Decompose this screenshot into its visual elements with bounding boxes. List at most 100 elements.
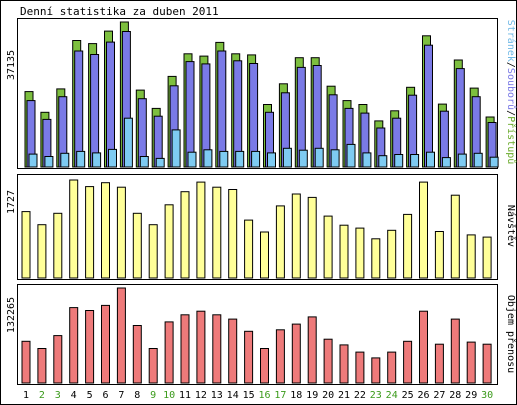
bar-kbytes-day-23 (371, 357, 381, 384)
y-max-kbytes: 132265 (6, 297, 17, 333)
bar-pages-day-16 (267, 152, 276, 168)
bar-kbytes-day-15 (244, 330, 254, 384)
day-label-26: 26 (417, 390, 429, 401)
bar-visits-day-22 (355, 227, 365, 279)
bar-pages-day-1 (28, 153, 38, 168)
bar-files-day-28 (455, 68, 465, 168)
bar-visits-day-7 (116, 186, 126, 279)
bar-pages-day-26 (426, 151, 435, 168)
legend-hits-files-pages: Stránek/Souborů/Přístupů (505, 20, 517, 165)
bar-kbytes-day-25 (403, 340, 413, 384)
legend-pages: Stránek (505, 20, 517, 62)
y-max-hits: 37135 (6, 50, 17, 80)
bar-pages-day-10 (171, 129, 181, 168)
bar-kbytes-day-2 (37, 348, 47, 384)
bar-pages-day-7 (123, 117, 133, 168)
day-label-24: 24 (386, 390, 398, 401)
bar-kbytes-day-29 (466, 341, 476, 384)
day-label-6: 6 (102, 390, 108, 401)
bar-visits-day-13 (212, 186, 222, 279)
bar-kbytes-day-6 (101, 304, 110, 384)
bar-pages-day-29 (473, 152, 483, 168)
day-label-18: 18 (290, 390, 302, 401)
bar-pages-day-12 (203, 149, 213, 168)
legend-sep-1: / (505, 62, 516, 68)
bar-kbytes-day-16 (260, 348, 269, 384)
bar-pages-day-2 (44, 156, 54, 168)
bar-visits-day-21 (339, 224, 349, 279)
day-label-8: 8 (134, 390, 140, 401)
bar-pages-day-23 (378, 155, 388, 168)
y-max-visits: 1727 (6, 190, 17, 214)
bar-visits-day-5 (85, 186, 95, 279)
bar-visits-day-25 (403, 213, 413, 279)
bar-files-day-11 (185, 61, 195, 168)
bar-files-day-26 (424, 44, 433, 168)
day-label-5: 5 (87, 390, 93, 401)
bar-kbytes-day-22 (355, 351, 365, 384)
bar-pages-day-9 (155, 157, 165, 168)
panel-visits-frame (17, 174, 498, 280)
day-label-17: 17 (274, 390, 286, 401)
bar-pages-day-13 (219, 150, 229, 168)
legend-visits: Návštěv (505, 205, 517, 247)
bar-visits-day-12 (196, 181, 206, 279)
bar-pages-day-18 (298, 149, 308, 168)
bar-pages-day-17 (282, 147, 292, 168)
bar-pages-day-5 (92, 152, 102, 168)
day-label-29: 29 (465, 390, 477, 401)
day-label-10: 10 (163, 390, 175, 401)
bar-kbytes-day-13 (212, 314, 222, 384)
day-label-23: 23 (370, 390, 382, 401)
day-label-14: 14 (227, 390, 239, 401)
day-label-21: 21 (338, 390, 350, 401)
bar-kbytes-day-26 (419, 310, 428, 384)
bar-visits-day-24 (387, 229, 397, 279)
bar-kbytes-day-1 (21, 340, 31, 384)
bar-visits-day-3 (53, 212, 63, 279)
bar-visits-day-10 (164, 204, 174, 279)
bar-pages-day-11 (187, 151, 197, 168)
bar-kbytes-day-20 (323, 338, 333, 384)
bar-kbytes-day-30 (482, 343, 492, 384)
bar-files-day-5 (90, 54, 100, 168)
bar-visits-day-4 (69, 179, 79, 279)
day-label-13: 13 (211, 390, 223, 401)
bar-kbytes-day-18 (291, 323, 301, 384)
bar-visits-day-27 (434, 231, 444, 279)
bar-pages-day-4 (76, 150, 86, 168)
bar-visits-day-20 (323, 215, 333, 279)
bar-pages-day-6 (108, 148, 117, 168)
bar-kbytes-day-12 (196, 310, 206, 384)
bar-visits-day-2 (37, 224, 47, 279)
bar-kbytes-day-17 (275, 329, 285, 384)
bar-visits-day-11 (180, 191, 190, 279)
bar-files-day-6 (106, 41, 115, 168)
bar-kbytes-day-24 (387, 351, 397, 384)
bar-kbytes-day-28 (450, 318, 460, 384)
bar-pages-day-8 (139, 156, 149, 168)
legend-kbytes: Objem přenosu (505, 295, 517, 373)
day-label-12: 12 (195, 390, 207, 401)
bar-kbytes-day-3 (53, 335, 63, 384)
bar-visits-day-15 (244, 219, 254, 279)
bar-files-day-13 (217, 50, 227, 168)
bar-kbytes-day-19 (307, 316, 317, 384)
bar-visits-day-6 (101, 182, 110, 279)
bar-pages-day-3 (60, 152, 70, 168)
day-label-25: 25 (402, 390, 414, 401)
day-label-4: 4 (71, 390, 77, 401)
day-label-11: 11 (179, 390, 191, 401)
bar-kbytes-day-9 (148, 348, 158, 384)
day-label-9: 9 (150, 390, 156, 401)
day-label-15: 15 (243, 390, 255, 401)
bars-visits (21, 179, 492, 279)
bar-visits-day-19 (307, 196, 317, 279)
bar-visits-day-26 (419, 181, 428, 279)
bar-visits-day-14 (228, 189, 238, 279)
day-label-2: 2 (39, 390, 45, 401)
day-label-22: 22 (354, 390, 366, 401)
bar-pages-day-21 (346, 143, 356, 168)
day-label-19: 19 (306, 390, 318, 401)
